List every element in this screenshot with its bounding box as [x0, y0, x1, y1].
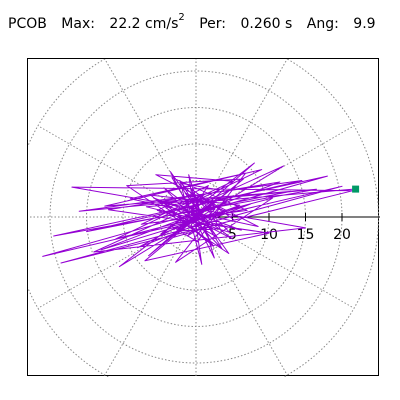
max-value: 22.2	[109, 15, 141, 32]
grid-spoke-330	[195, 216, 355, 309]
per-value: 0.260 s	[240, 15, 293, 32]
grid-spoke-300	[195, 216, 288, 376]
tick-label-20: 20	[333, 227, 351, 243]
max-marker-layer	[352, 185, 360, 193]
tick-label-10: 10	[260, 227, 278, 243]
header-bar: PCOB Max: 22.2 cm/s2 Per: 0.260 s Ang: 9…	[8, 12, 400, 36]
grid-spoke-210	[37, 216, 197, 309]
plot-frame: 5 10 15 20	[27, 58, 380, 377]
grid-spoke-240	[104, 216, 197, 376]
max-unit-exponent: 2	[178, 12, 185, 23]
per-label: Per:	[199, 15, 227, 32]
particle-motion-plot: 5 10 15 20	[28, 59, 380, 377]
max-label: Max:	[61, 15, 95, 32]
max-marker	[352, 185, 360, 193]
grid-spoke-60	[195, 59, 288, 218]
trace-path	[42, 162, 359, 268]
station-code: PCOB	[8, 15, 47, 32]
max-unit: cm/s2	[145, 12, 185, 32]
tick-label-15: 15	[297, 227, 315, 243]
motion-trace	[42, 162, 359, 268]
grid-spoke-120	[104, 59, 197, 218]
ang-label: Ang:	[306, 15, 339, 32]
tick-label-5: 5	[228, 227, 237, 243]
grid-spoke-150	[37, 125, 197, 218]
axis: 5 10 15 20	[196, 213, 380, 243]
ang-value: 9.9	[353, 15, 376, 32]
